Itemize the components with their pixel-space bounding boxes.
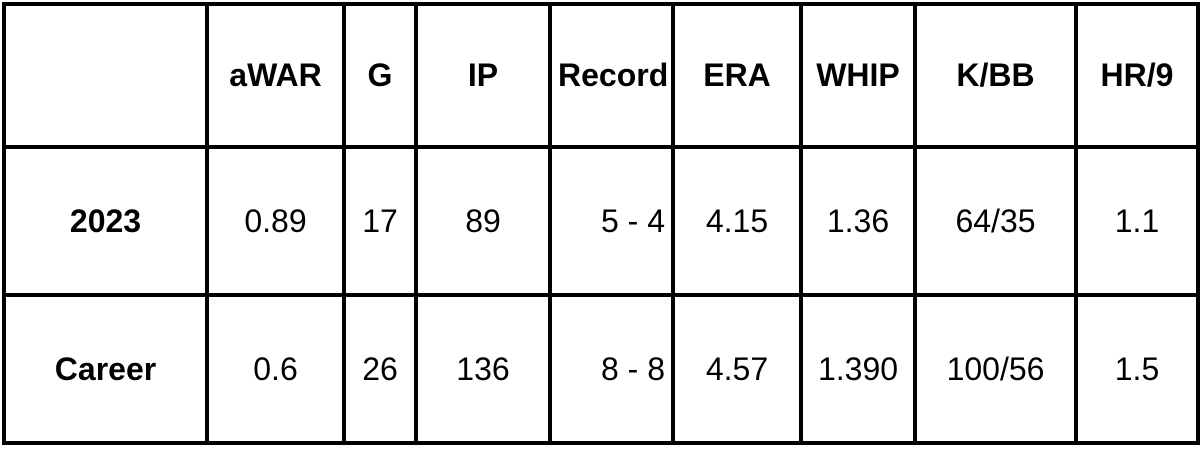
- data-row: Career 0.6 26 136 8 - 8 4.57 1.390 100/56 1.5: [2, 293, 1200, 445]
- data-cell: 0.6: [205, 293, 346, 445]
- data-cell: 17: [342, 145, 418, 297]
- data-cell: 26: [342, 293, 418, 445]
- header-cell: K/BB: [913, 2, 1078, 149]
- corner-cell: [2, 2, 209, 149]
- data-cell: 89: [414, 145, 552, 297]
- data-row: 2023 0.89 17 89 5 - 4 4.15 1.36 64/35 1.1: [2, 145, 1200, 297]
- stats-table: aWAR G IP Record ERA WHIP K/BB HR/9 2023 0.89 17 8…: [2, 2, 1200, 445]
- data-cell: 4.57: [671, 293, 803, 445]
- header-cell: Record: [548, 2, 675, 149]
- row-label: 2023: [2, 145, 209, 297]
- data-cell: 1.1: [1074, 145, 1200, 297]
- data-cell: 64/35: [913, 145, 1078, 297]
- data-cell: 100/56: [913, 293, 1078, 445]
- data-cell: 1.390: [799, 293, 917, 445]
- table-body: aWAR G IP Record ERA WHIP K/BB HR/9 2023 0.89 17 8…: [2, 2, 1200, 445]
- data-cell: 5 - 4: [548, 145, 675, 297]
- data-cell: 1.5: [1074, 293, 1200, 445]
- header-cell: WHIP: [799, 2, 917, 149]
- data-cell: 0.89: [205, 145, 346, 297]
- data-cell: 4.15: [671, 145, 803, 297]
- header-cell: aWAR: [205, 2, 346, 149]
- header-row: aWAR G IP Record ERA WHIP K/BB HR/9: [2, 2, 1200, 149]
- header-cell: G: [342, 2, 418, 149]
- header-cell: HR/9: [1074, 2, 1200, 149]
- header-cell: ERA: [671, 2, 803, 149]
- data-cell: 1.36: [799, 145, 917, 297]
- row-label: Career: [2, 293, 209, 445]
- data-cell: 8 - 8: [548, 293, 675, 445]
- data-cell: 136: [414, 293, 552, 445]
- header-cell: IP: [414, 2, 552, 149]
